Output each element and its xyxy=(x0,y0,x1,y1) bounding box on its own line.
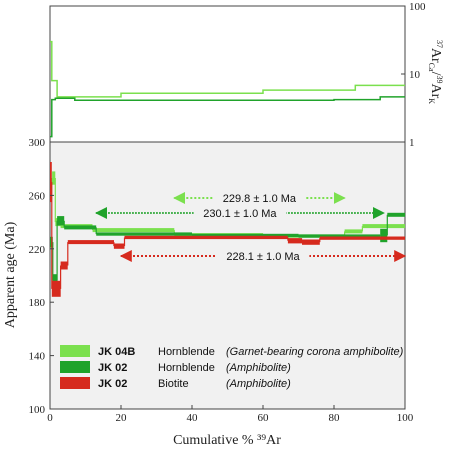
age-step-jk04b-7 xyxy=(344,229,363,234)
legend-mineral-2: Biotite xyxy=(158,378,189,390)
plateau-label-bg-jk02bt xyxy=(216,249,310,263)
age-tick-label-1: 140 xyxy=(29,351,46,363)
axis-ticks: 0 20 40 60 80 100 100 140 180 220 260 300 1 10 100 xyxy=(29,1,427,424)
age-panel-background xyxy=(50,142,405,409)
age-tick-label-4: 260 xyxy=(29,190,46,202)
age-step-jk02bt-8 xyxy=(319,236,405,240)
x-tick-label-1: 20 xyxy=(116,412,128,424)
x-tick-label-0: 0 xyxy=(47,412,53,424)
ratio-series-jk02_ratio xyxy=(50,96,405,138)
ratio-panel-frame xyxy=(49,5,406,143)
age-step-jk02bt-0 xyxy=(50,162,52,203)
age-tick-label-3: 220 xyxy=(29,244,46,256)
legend-swatch-1 xyxy=(60,361,90,373)
age-step-jk02bt-4 xyxy=(113,243,125,249)
legend-sample-0: JK 04B xyxy=(98,346,135,358)
age-tick-label-5: 300 xyxy=(29,137,46,149)
legend-sample-1: JK 02 xyxy=(98,362,127,374)
x-axis-title: Cumulative % ³⁹Ar xyxy=(173,433,281,448)
age-step-jk04b-4 xyxy=(92,228,175,233)
ratio-series-jk04b_ratio xyxy=(50,40,405,98)
plateau-label-bg-jk04b xyxy=(213,191,306,205)
age-step-jk02bt-3 xyxy=(67,240,114,245)
age-step-jk02bt-5 xyxy=(124,235,288,240)
legend-swatch-0 xyxy=(60,345,90,357)
age-panel-frame xyxy=(49,141,406,410)
age-step-jk02bt-1 xyxy=(51,280,61,297)
age-step-jk04b-1 xyxy=(52,171,56,185)
x-tick-label-4: 80 xyxy=(329,412,341,424)
legend-mineral-1: Hornblende xyxy=(158,362,215,374)
age-step-jk02bt-7 xyxy=(302,239,320,245)
legend-mineral-0: Hornblende xyxy=(158,346,215,358)
ratio-tick-label-0: 1 xyxy=(409,137,415,149)
age-step-jk02bt-6 xyxy=(287,238,303,244)
ratio-tick-label-1: 10 xyxy=(409,69,421,81)
age-step-jk02hb-8 xyxy=(387,212,406,217)
age-tick-label-2: 180 xyxy=(29,297,46,309)
legend-rock-2: (Amphibolite) xyxy=(226,378,291,390)
x-tick-label-2: 40 xyxy=(187,412,199,424)
age-series-group xyxy=(50,162,406,297)
plateau-label-jk04b: 229.8 ± 1.0 Ma xyxy=(223,193,297,205)
legend: JK 04B Hornblende (Garnet-bearing corona a… xyxy=(60,345,404,390)
age-step-jk02hb-4 xyxy=(96,232,192,236)
legend-rock-0: (Garnet-bearing corona amphibolite) xyxy=(226,346,404,358)
legend-sample-2: JK 02 xyxy=(98,378,127,390)
age-axis-title: Apparent age (Ma) xyxy=(3,221,18,328)
age-step-jk02hb-2 xyxy=(57,216,65,226)
age-step-jk04b-8 xyxy=(362,224,405,229)
legend-swatch-2 xyxy=(60,377,90,389)
plateau-label-bg-jk02hb xyxy=(193,206,287,220)
age-step-jk02hb-3 xyxy=(64,225,97,230)
ratio-tick-label-2: 100 xyxy=(409,1,426,13)
plateau-label-jk02bt: 228.1 ± 1.0 Ma xyxy=(226,251,300,263)
plateau-annotations: 229.8 ± 1.0 Ma 230.1 ± 1.0 Ma 228.1 ± 1.0 … xyxy=(94,191,407,263)
age-step-jk02hb-6 xyxy=(298,234,381,238)
plateau-label-jk02hb: 230.1 ± 1.0 Ma xyxy=(203,208,277,220)
legend-rock-1: (Amphibolite) xyxy=(226,362,291,374)
age-tick-label-0: 100 xyxy=(29,404,46,416)
age-step-jk02bt-2 xyxy=(60,261,68,270)
x-tick-label-3: 60 xyxy=(258,412,270,424)
age-step-jk02hb-5 xyxy=(192,233,299,238)
ratio-axis-title: 37ArCa/39ArK xyxy=(427,40,444,104)
x-tick-label-5: 100 xyxy=(397,412,414,424)
ratio-series-group xyxy=(50,40,405,138)
age-step-jk02hb-7 xyxy=(380,228,388,243)
